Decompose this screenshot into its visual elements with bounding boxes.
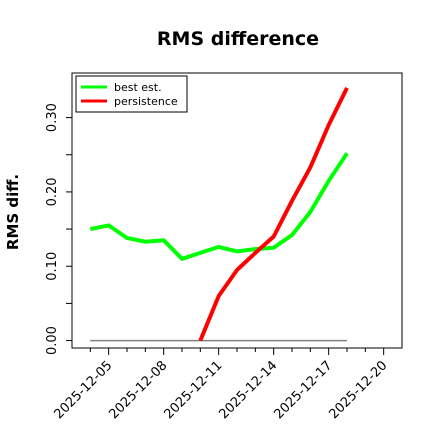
x-tick-label: 2025-12-11 [161, 358, 225, 422]
y-tick-label: 0.00 [45, 326, 60, 355]
x-axis: 2025-12-052025-12-082025-12-112025-12-14… [51, 348, 390, 422]
plot-frame [71, 72, 403, 349]
x-tick-label: 2025-12-08 [106, 358, 170, 422]
y-axis: 0.00 0.10 0.20 0.30 [45, 103, 72, 355]
legend-box [75, 75, 188, 113]
legend: best est. persistence [75, 75, 188, 113]
series-layer [89, 87, 349, 342]
x-tick-label: 2025-12-05 [51, 358, 115, 422]
y-tick-label: 0.20 [45, 177, 60, 206]
chart-title: RMS difference [157, 28, 319, 50]
legend-label-persistence: persistence [114, 95, 178, 108]
series-line-persistence [198, 87, 349, 342]
x-tick-label: 2025-12-20 [326, 358, 390, 422]
y-tick-label: 0.10 [45, 252, 60, 281]
x-tick-label: 2025-12-14 [216, 358, 280, 422]
x-tick-label: 2025-12-17 [271, 358, 335, 422]
series-line-best-est [89, 152, 349, 261]
y-axis-label: RMS diff. [4, 174, 22, 250]
y-tick-label: 0.30 [45, 103, 60, 132]
legend-label-best-est: best est. [114, 81, 162, 94]
